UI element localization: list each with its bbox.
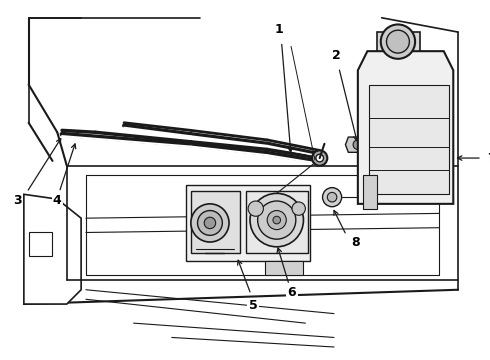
Circle shape [197, 211, 222, 235]
Circle shape [250, 193, 303, 247]
Polygon shape [186, 185, 310, 261]
Polygon shape [345, 137, 370, 152]
Text: 4: 4 [53, 194, 62, 207]
Polygon shape [191, 192, 241, 253]
Circle shape [258, 201, 296, 239]
Text: 7: 7 [487, 152, 490, 165]
Polygon shape [377, 32, 420, 51]
Circle shape [387, 30, 409, 53]
Polygon shape [265, 261, 303, 275]
Text: 3: 3 [13, 194, 22, 207]
Polygon shape [28, 233, 52, 256]
Polygon shape [363, 175, 377, 209]
Circle shape [273, 216, 281, 224]
Text: 5: 5 [248, 300, 257, 312]
Circle shape [191, 204, 229, 242]
Circle shape [312, 150, 327, 166]
Circle shape [353, 140, 363, 149]
Circle shape [316, 154, 323, 162]
Circle shape [381, 24, 415, 59]
Text: 2: 2 [332, 49, 340, 62]
Text: 1: 1 [274, 23, 283, 36]
Text: 6: 6 [288, 286, 296, 299]
Circle shape [327, 192, 337, 202]
Circle shape [204, 217, 216, 229]
Circle shape [322, 188, 342, 207]
Polygon shape [246, 192, 308, 253]
Polygon shape [369, 85, 448, 194]
Circle shape [292, 202, 305, 215]
Polygon shape [24, 194, 81, 304]
Text: 8: 8 [352, 237, 360, 249]
Circle shape [248, 201, 264, 216]
Circle shape [267, 211, 286, 230]
Polygon shape [358, 51, 453, 204]
